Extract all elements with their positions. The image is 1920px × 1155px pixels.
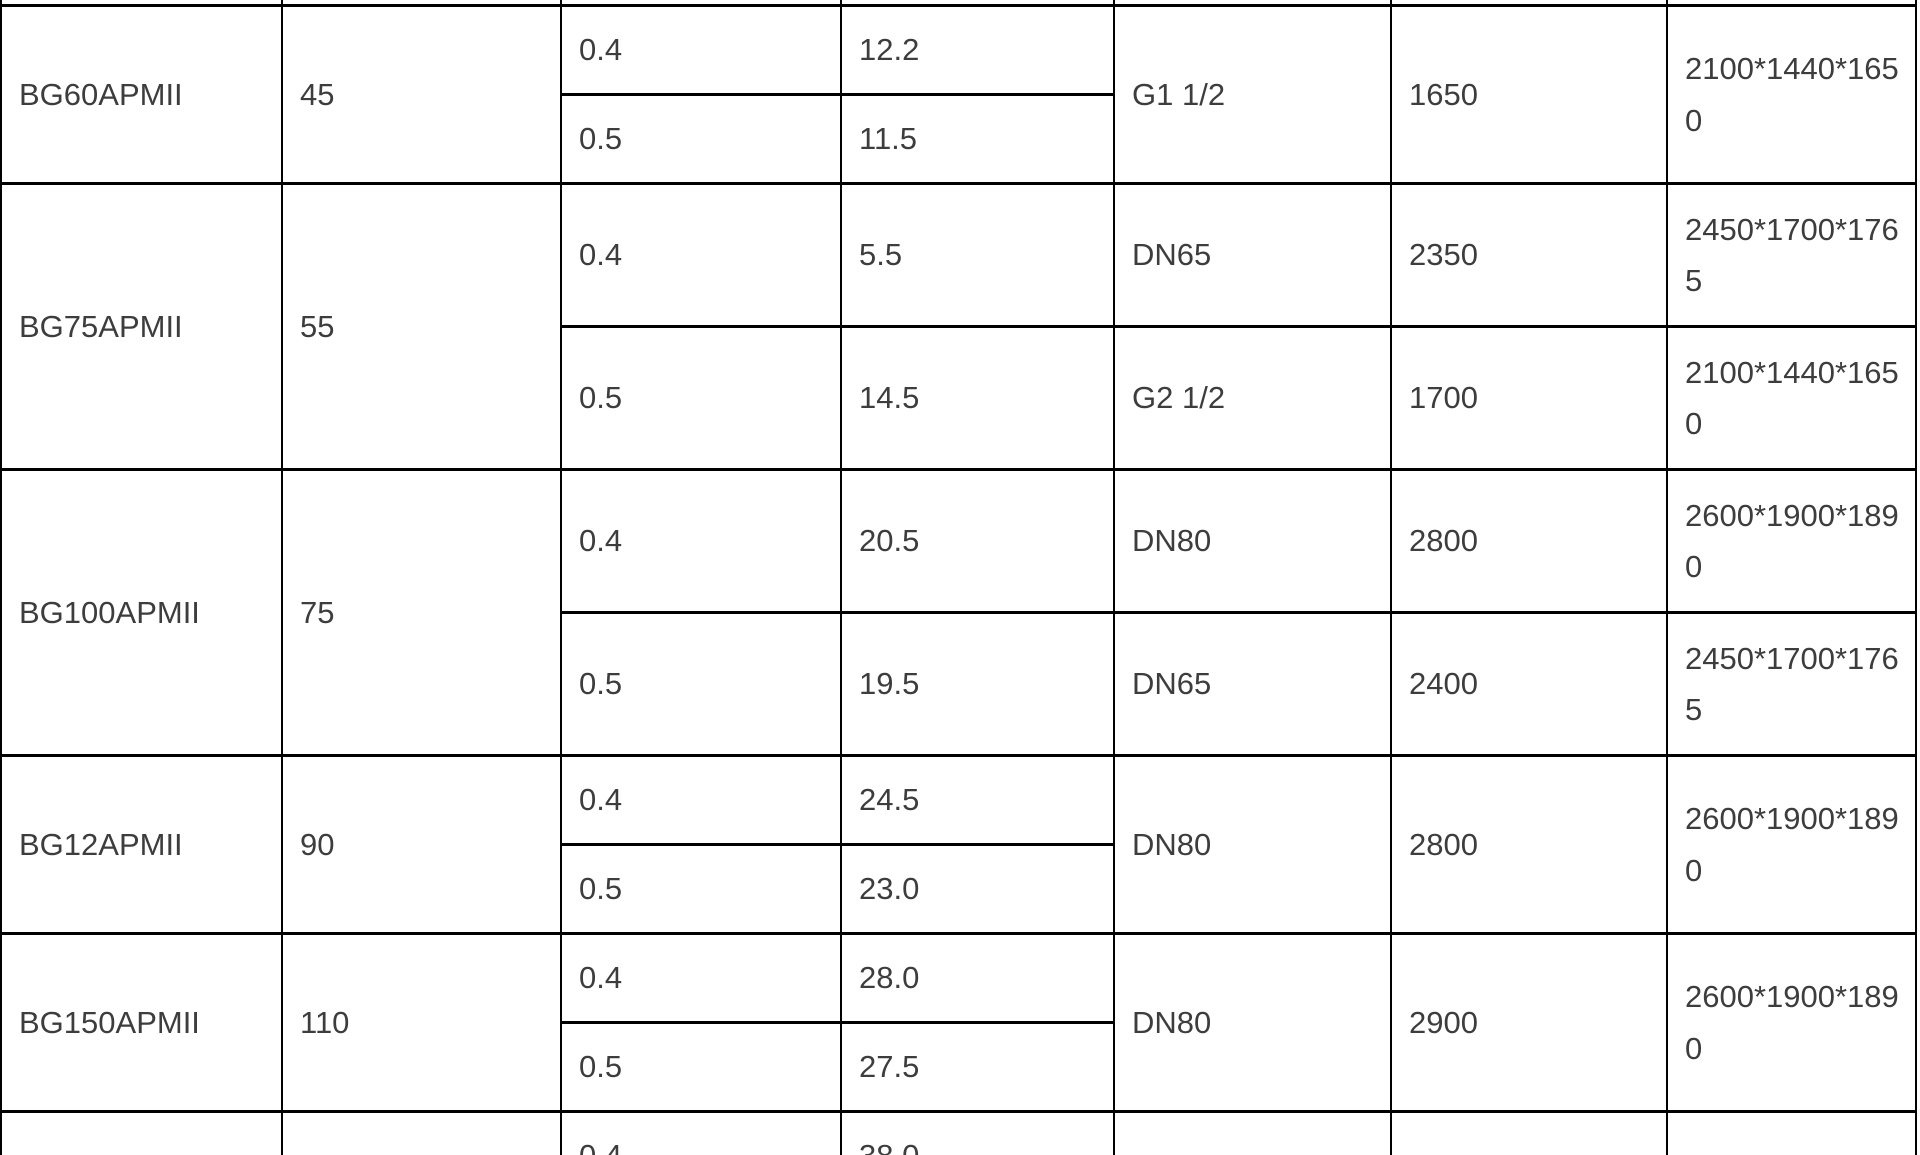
capacity-cell: 23.0 bbox=[840, 843, 1115, 935]
dimensions-cell: 2600*1900*1890 bbox=[1666, 754, 1917, 935]
pressure-cell: 0.4 bbox=[560, 182, 842, 328]
table-row: BG150APMII 110 0.4 28.0 DN80 2900 2600*1900*18… bbox=[0, 932, 1917, 1113]
empty-cell bbox=[1390, 0, 1668, 7]
pressure-cell: 0.4 bbox=[560, 468, 842, 614]
empty-cell bbox=[840, 0, 1115, 7]
power-cell: 110 bbox=[281, 932, 562, 1113]
capacity-cell: 27.5 bbox=[840, 1021, 1115, 1113]
weight-cell: 2800 bbox=[1390, 754, 1668, 935]
capacity-cell: 19.5 bbox=[840, 611, 1115, 757]
empty-cell bbox=[281, 0, 562, 7]
capacity-cell: 28.0 bbox=[840, 932, 1115, 1024]
power-cell: 75 bbox=[281, 468, 562, 757]
weight-cell: 4000 bbox=[1390, 1110, 1668, 1155]
connection-cell: G1 1/2 bbox=[1113, 4, 1392, 185]
model-cell: BG150APMII bbox=[0, 932, 283, 1113]
pressure-cell: 0.5 bbox=[560, 325, 842, 471]
table-row: BG180APMII1320.438.0DN10040003250*2100*2… bbox=[0, 1110, 1917, 1155]
empty-cell bbox=[1666, 0, 1917, 7]
pressure-cell: 0.4 bbox=[560, 4, 842, 96]
power-cell: 45 bbox=[281, 4, 562, 185]
table-row: 0.5 11.5 bbox=[1, 93, 1916, 185]
dimensions-cell: 2450*1700*1765 bbox=[1666, 182, 1917, 328]
pressure-cell: 0.5 bbox=[560, 611, 842, 757]
model-cell: BG180APMII bbox=[0, 1110, 283, 1155]
capacity-cell: 20.5 bbox=[840, 468, 1115, 614]
model-cell: BG100APMII bbox=[0, 468, 283, 757]
capacity-cell: 14.5 bbox=[840, 325, 1115, 471]
weight-cell: 2400 bbox=[1390, 611, 1668, 757]
model-cell: BG12APMII bbox=[0, 754, 283, 935]
connection-cell: DN65 bbox=[1113, 182, 1392, 328]
table-row: 0.5 27.5 bbox=[1, 1021, 1916, 1113]
weight-cell: 2800 bbox=[1390, 468, 1668, 614]
dimensions-cell: 2100*1440*1650 bbox=[1666, 325, 1917, 471]
connection-cell: DN80 bbox=[1113, 754, 1392, 935]
table-row: BG12APMII 90 0.4 24.5 DN80 2800 2600*1900*1890 bbox=[0, 754, 1917, 935]
dimensions-cell: 2600*1900*1890 bbox=[1666, 932, 1917, 1113]
connection-cell: DN80 bbox=[1113, 932, 1392, 1113]
weight-cell: 1650 bbox=[1390, 4, 1668, 185]
dimensions-cell: 3250*2100*2200 bbox=[1666, 1110, 1917, 1155]
pressure-cell: 0.5 bbox=[560, 843, 842, 935]
table-row: BG75APMII 55 0.4 5.5 DN65 2350 2450*1700*1765 bbox=[0, 182, 1917, 471]
dimensions-cell: 2450*1700*1765 bbox=[1666, 611, 1917, 757]
connection-cell: DN80 bbox=[1113, 468, 1392, 614]
table-row: 0.5 19.5 DN65 2400 2450*1700*1765 bbox=[1, 611, 1917, 757]
connection-cell: DN65 bbox=[1113, 611, 1392, 757]
partial-row-top bbox=[0, 0, 1917, 7]
model-cell: BG60APMII bbox=[0, 4, 283, 185]
capacity-cell: 38.0 bbox=[840, 1110, 1115, 1155]
capacity-cell: 11.5 bbox=[840, 93, 1115, 185]
weight-cell: 2350 bbox=[1390, 182, 1668, 328]
empty-cell bbox=[0, 0, 283, 7]
capacity-cell: 5.5 bbox=[840, 182, 1115, 328]
dimensions-cell: 2600*1900*1890 bbox=[1666, 468, 1917, 614]
pressure-cell: 0.4 bbox=[560, 932, 842, 1024]
connection-cell: DN100 bbox=[1113, 1110, 1392, 1155]
empty-cell bbox=[1113, 0, 1392, 7]
table-row: 0.5 23.0 bbox=[1, 843, 1916, 935]
pressure-cell: 0.4 bbox=[560, 1110, 842, 1155]
table-row: 0.5 14.5 G2 1/2 1700 2100*1440*1650 bbox=[1, 325, 1917, 471]
weight-cell: 1700 bbox=[1390, 325, 1668, 471]
empty-cell bbox=[560, 0, 842, 7]
capacity-cell: 24.5 bbox=[840, 754, 1115, 846]
power-cell: 90 bbox=[281, 754, 562, 935]
pressure-cell: 0.5 bbox=[560, 1021, 842, 1113]
weight-cell: 2900 bbox=[1390, 932, 1668, 1113]
table-row: BG60APMII 45 0.4 12.2 G1 1/2 1650 2100*1440*16… bbox=[0, 4, 1917, 185]
dimensions-cell: 2100*1440*1650 bbox=[1666, 4, 1917, 185]
power-cell: 132 bbox=[281, 1110, 562, 1155]
table-row: BG100APMII 75 0.4 20.5 DN80 2800 2600*1900*189… bbox=[0, 468, 1917, 757]
pressure-cell: 0.5 bbox=[560, 93, 842, 185]
capacity-cell: 12.2 bbox=[840, 4, 1115, 96]
connection-cell: G2 1/2 bbox=[1113, 325, 1392, 471]
model-cell: BG75APMII bbox=[0, 182, 283, 471]
power-cell: 55 bbox=[281, 182, 562, 471]
pressure-cell: 0.4 bbox=[560, 754, 842, 846]
